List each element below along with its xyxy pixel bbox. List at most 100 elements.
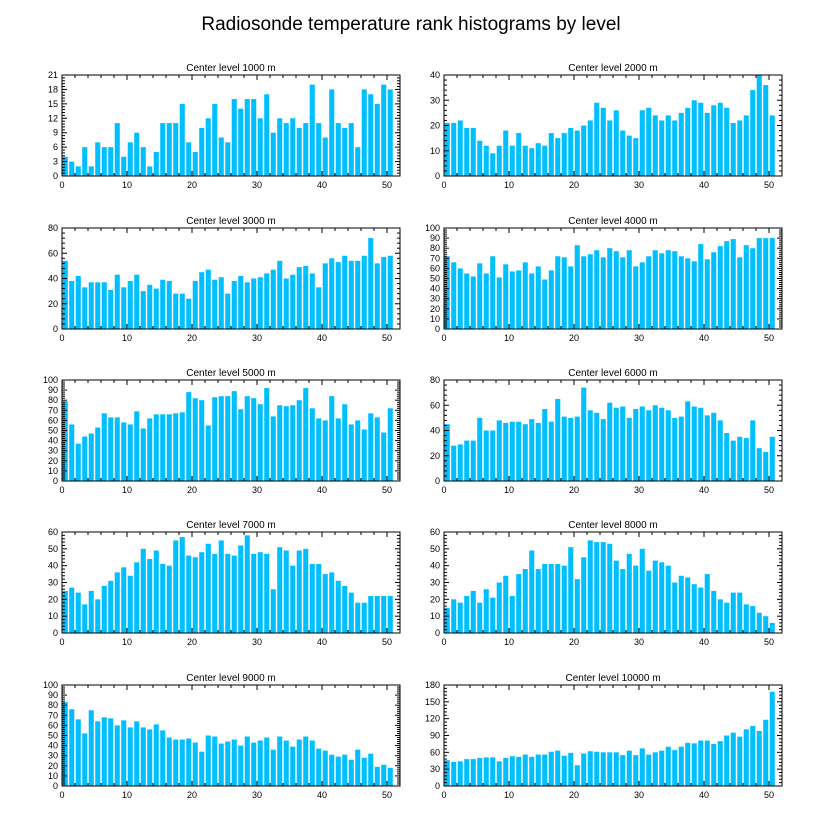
bar bbox=[296, 267, 302, 329]
bar bbox=[270, 749, 276, 786]
bar bbox=[672, 120, 678, 176]
x-tick-label: 40 bbox=[317, 180, 327, 190]
bar bbox=[322, 574, 328, 633]
bar bbox=[568, 547, 574, 633]
bar bbox=[329, 754, 335, 786]
bar bbox=[750, 606, 756, 633]
bar bbox=[451, 761, 457, 786]
bar bbox=[69, 709, 75, 786]
bar bbox=[600, 752, 606, 786]
bar bbox=[179, 412, 185, 481]
bar bbox=[283, 740, 289, 786]
bar bbox=[114, 572, 120, 633]
bar bbox=[342, 404, 348, 481]
x-tick-label: 10 bbox=[122, 180, 132, 190]
bar bbox=[270, 416, 276, 481]
bar bbox=[542, 409, 548, 481]
bar bbox=[496, 420, 502, 481]
bar bbox=[322, 137, 328, 176]
bar bbox=[127, 727, 133, 786]
bar bbox=[108, 147, 114, 176]
bar bbox=[620, 406, 626, 481]
bar bbox=[166, 123, 172, 176]
bar bbox=[140, 147, 146, 176]
y-tick-label: 100 bbox=[43, 375, 58, 385]
bar bbox=[114, 417, 120, 481]
y-tick-label: 60 bbox=[48, 720, 58, 730]
bar bbox=[678, 112, 684, 177]
bar bbox=[244, 99, 250, 176]
bar bbox=[717, 599, 723, 633]
x-tick-label: 50 bbox=[382, 485, 392, 495]
y-tick-label: 80 bbox=[48, 395, 58, 405]
bar bbox=[555, 398, 561, 481]
bar bbox=[368, 595, 374, 633]
x-tick-label: 40 bbox=[317, 790, 327, 800]
bar bbox=[218, 396, 224, 481]
bar bbox=[626, 750, 632, 786]
bar bbox=[737, 736, 743, 786]
y-tick-label: 0 bbox=[53, 628, 58, 638]
bar bbox=[457, 444, 463, 481]
bar bbox=[704, 740, 710, 786]
x-tick-label: 10 bbox=[504, 180, 514, 190]
bar bbox=[626, 553, 632, 633]
bar bbox=[457, 761, 463, 786]
y-tick-label: 0 bbox=[53, 476, 58, 486]
bar bbox=[691, 584, 697, 633]
bar bbox=[444, 607, 450, 633]
bar bbox=[594, 412, 600, 481]
bar bbox=[225, 553, 231, 633]
bar bbox=[516, 421, 522, 481]
bar bbox=[685, 742, 691, 786]
bar bbox=[322, 420, 328, 481]
x-tick-label: 40 bbox=[699, 333, 709, 343]
bar bbox=[639, 406, 645, 481]
y-tick-label: 0 bbox=[435, 324, 440, 334]
bar bbox=[678, 256, 684, 329]
bar bbox=[387, 89, 393, 176]
bar bbox=[464, 595, 470, 633]
bar bbox=[555, 563, 561, 633]
bar bbox=[251, 742, 257, 786]
bar bbox=[283, 550, 289, 633]
y-tick-label: 30 bbox=[430, 95, 440, 105]
bar bbox=[381, 84, 387, 176]
bar bbox=[368, 413, 374, 481]
bar bbox=[672, 582, 678, 633]
bar bbox=[685, 258, 691, 329]
bar bbox=[548, 421, 554, 481]
bar bbox=[574, 765, 580, 786]
bar bbox=[75, 166, 81, 176]
x-tick-label: 50 bbox=[764, 180, 774, 190]
bar bbox=[704, 415, 710, 481]
panel-title: Center level 5000 m bbox=[186, 368, 276, 379]
bar bbox=[730, 239, 736, 329]
y-tick-label: 18 bbox=[48, 84, 58, 94]
bar bbox=[464, 440, 470, 481]
bar bbox=[88, 433, 94, 481]
bar bbox=[231, 99, 237, 176]
bar bbox=[672, 750, 678, 786]
bar bbox=[646, 410, 652, 481]
bar bbox=[529, 550, 535, 633]
panel-title: Center level 7000 m bbox=[186, 520, 276, 531]
x-tick-label: 10 bbox=[122, 790, 132, 800]
x-tick-label: 0 bbox=[59, 180, 64, 190]
bar bbox=[277, 260, 283, 329]
bar bbox=[238, 275, 244, 329]
bar bbox=[730, 732, 736, 786]
x-tick-label: 50 bbox=[764, 637, 774, 647]
bar bbox=[490, 256, 496, 329]
y-tick-label: 0 bbox=[53, 781, 58, 791]
bar bbox=[147, 558, 153, 633]
bar bbox=[665, 115, 671, 176]
bar bbox=[477, 263, 483, 329]
bar bbox=[529, 148, 535, 176]
bar bbox=[290, 118, 296, 176]
y-tick-label: 90 bbox=[430, 731, 440, 741]
bar bbox=[763, 85, 769, 176]
histogram-panel-2: Center level 2000 m 0 10 20 30 40 50 0 10 20 30 40 bbox=[430, 63, 783, 190]
bar bbox=[522, 569, 528, 633]
bar bbox=[140, 727, 146, 786]
